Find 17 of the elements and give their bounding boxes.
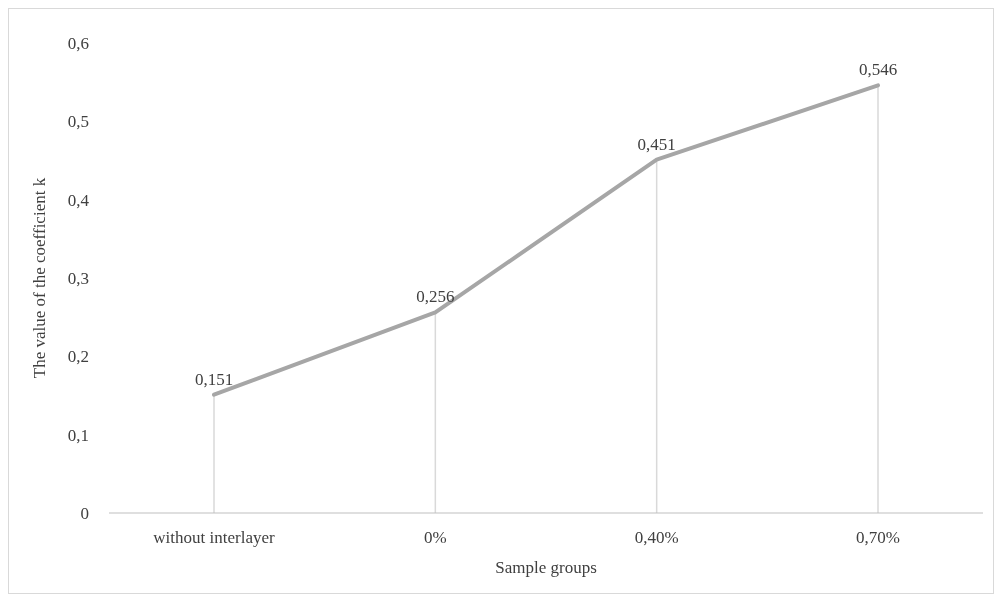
y-tick-label: 0 xyxy=(80,504,89,524)
y-tick-label: 0,3 xyxy=(67,269,89,289)
y-tick-label: 0,4 xyxy=(67,190,90,210)
data-label: 0,451 xyxy=(637,134,676,154)
y-tick-label: 0,2 xyxy=(67,347,89,367)
x-axis-title: Sample groups xyxy=(495,558,597,577)
data-label: 0,546 xyxy=(858,60,898,80)
y-tick-label: 0,6 xyxy=(67,34,89,54)
y-axis-title: The value of the coefficient k xyxy=(30,177,50,379)
y-tick-label: 0,1 xyxy=(67,425,89,445)
x-tick-label: 0,40% xyxy=(634,528,679,548)
x-tick-label: 0,70% xyxy=(856,528,900,548)
x-tick-label: without interlayer xyxy=(153,528,275,548)
data-label: 0,151 xyxy=(194,369,234,389)
data-label: 0,256 xyxy=(416,287,455,307)
x-tick-label: 0% xyxy=(424,528,447,548)
y-tick-label: 0,5 xyxy=(67,112,89,132)
